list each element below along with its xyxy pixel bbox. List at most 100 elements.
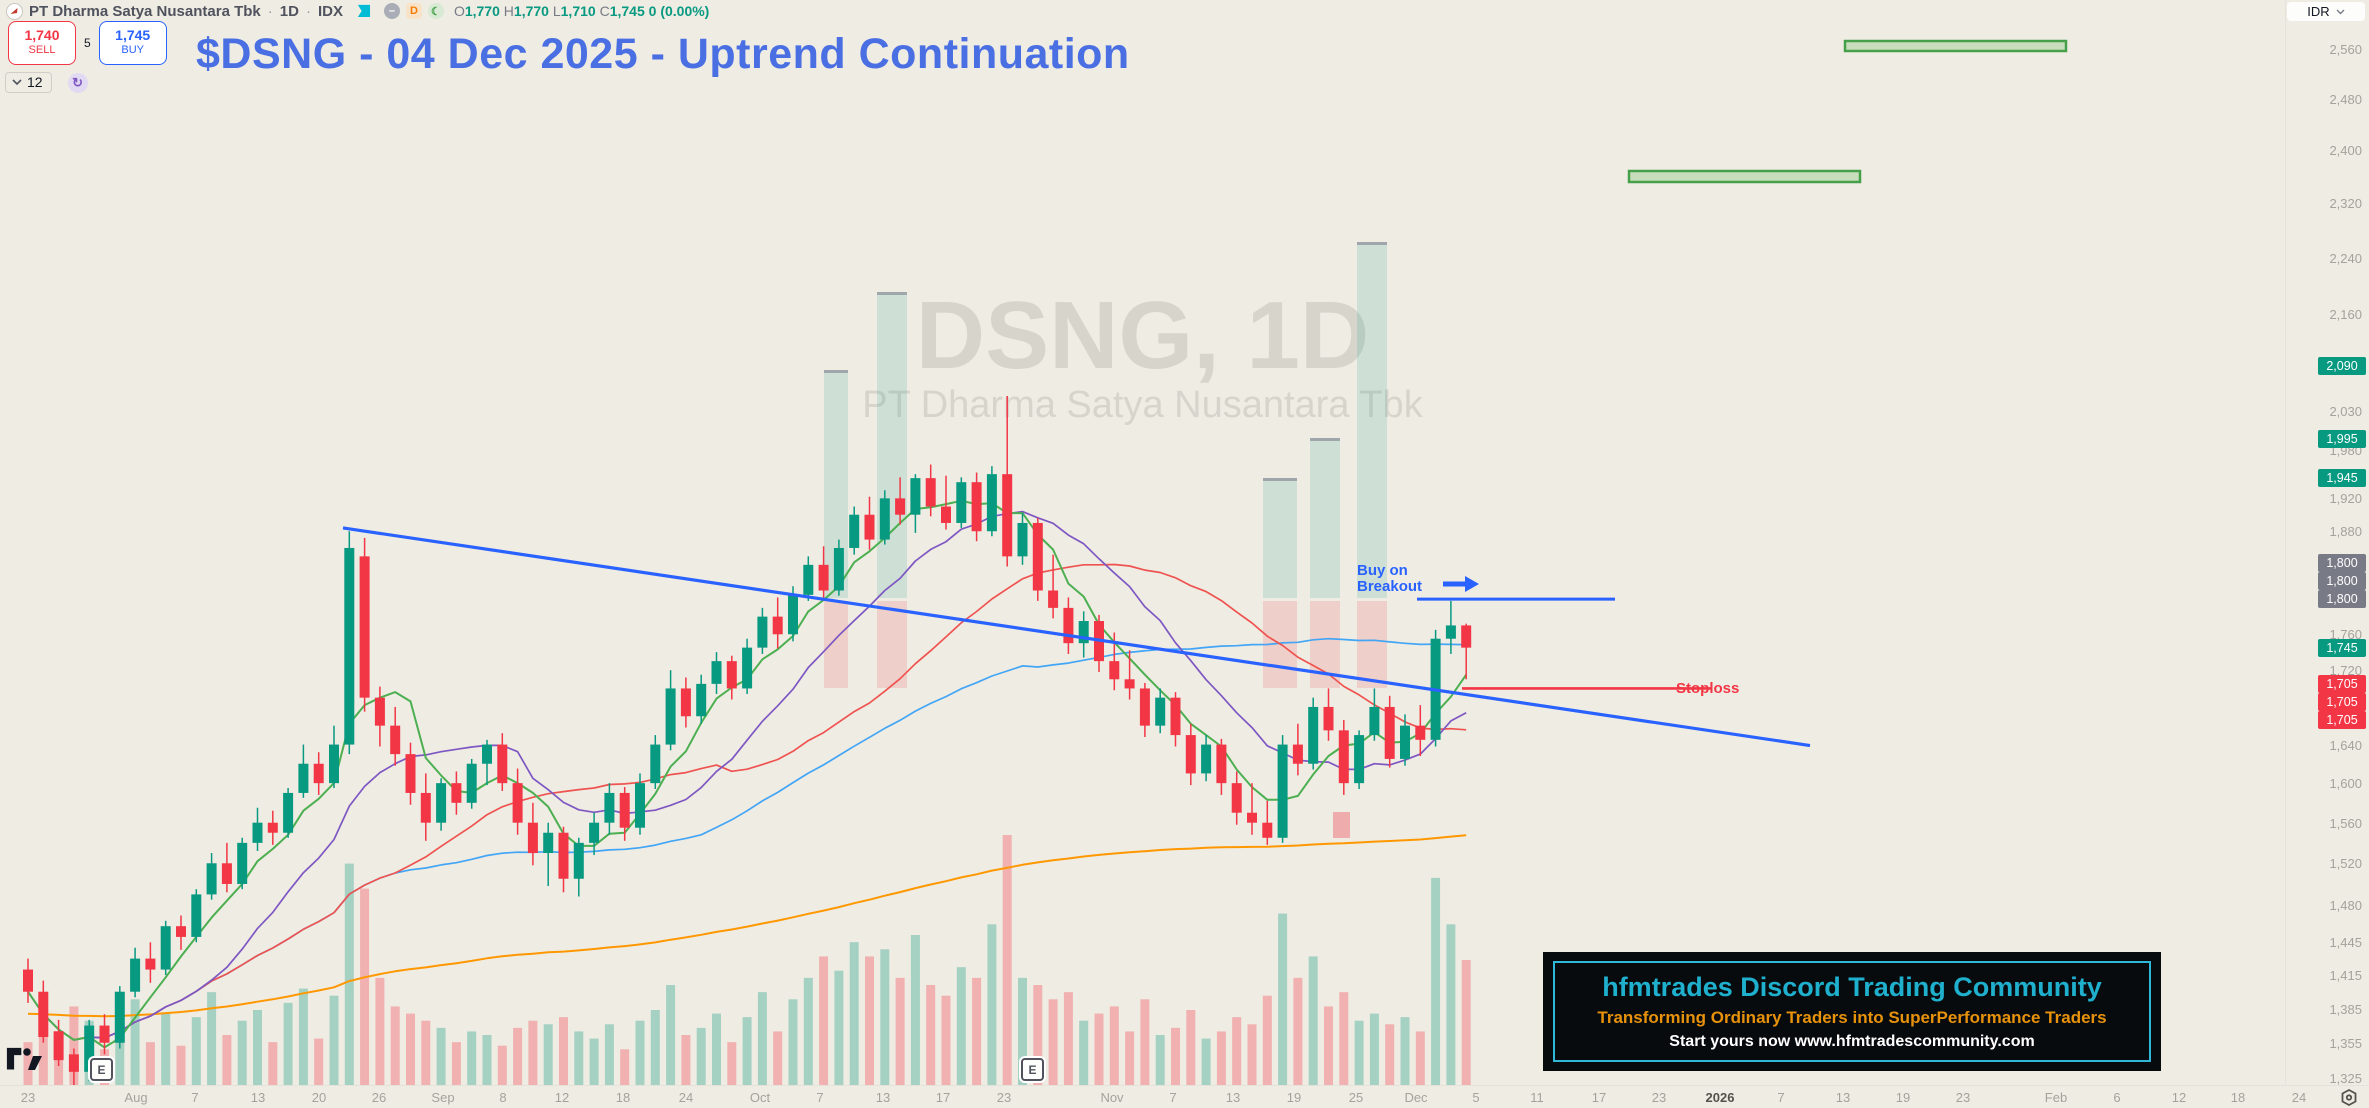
volume-bar: [451, 1042, 461, 1085]
ghost-column-lower: [824, 601, 848, 688]
volume-bar: [910, 935, 920, 1085]
candle-body: [527, 822, 538, 854]
separator: ·: [267, 2, 273, 20]
candle-body: [1017, 522, 1028, 557]
sell-button[interactable]: 1,740 SELL: [8, 21, 76, 65]
descending-trendline[interactable]: [342, 526, 1811, 748]
ghost-column-upper: [1357, 242, 1387, 598]
price-tick-label: 1,415: [2329, 968, 2362, 984]
candle-body: [1292, 744, 1303, 764]
flag-icon[interactable]: [357, 4, 372, 19]
time-tick-label: Nov: [1100, 1090, 1124, 1105]
volume-bar: [268, 1042, 278, 1085]
candle-body: [589, 822, 600, 843]
candle-body: [558, 832, 569, 879]
time-tick-label: 5: [1472, 1090, 1480, 1105]
volume-bar: [681, 1035, 691, 1085]
price-badge: 1,995: [2318, 430, 2366, 448]
volume-bar: [1201, 1038, 1211, 1085]
timeframe-label[interactable]: 1D: [279, 2, 299, 20]
volume-bar: [574, 1031, 584, 1085]
symbol-name[interactable]: PT Dharma Satya Nusantara Tbk: [29, 2, 261, 20]
earnings-marker[interactable]: E: [1021, 1058, 1044, 1081]
buy-on-breakout-label[interactable]: Buy on Breakout: [1357, 563, 1422, 595]
volume-bar: [406, 1013, 415, 1085]
candle-body: [1262, 822, 1273, 838]
volume-bar: [1216, 1031, 1226, 1085]
candle-body: [221, 863, 232, 884]
candle-body: [696, 683, 707, 717]
candle-body: [160, 926, 171, 970]
volume-bar: [1262, 995, 1272, 1085]
buy-label-line2: Breakout: [1357, 578, 1423, 595]
volume-bar: [1155, 1035, 1165, 1085]
time-tick-label: 13: [1835, 1090, 1851, 1105]
daily-d-icon[interactable]: D: [405, 3, 422, 19]
breakout-arrow-icon[interactable]: [1441, 575, 1481, 593]
currency-selector[interactable]: IDR: [2287, 2, 2365, 21]
time-tick-label: 2026: [1705, 1090, 1735, 1105]
candle-body: [818, 564, 829, 591]
volume-bar: [650, 1010, 660, 1085]
candle-body: [191, 894, 202, 937]
volume-bar: [1018, 977, 1027, 1085]
ghost-column-cap: [824, 370, 848, 373]
volume-bar: [344, 863, 354, 1085]
volume-bar: [329, 995, 339, 1085]
candle-body: [1124, 679, 1135, 689]
settings-gear-icon[interactable]: [2339, 1089, 2359, 1107]
time-tick-label: 18: [2230, 1090, 2246, 1105]
sync-refresh-icon[interactable]: ↻: [67, 72, 88, 93]
time-axis[interactable]: 23 Aug 7 13 20 26 Sep 8 12 18 24 Oct 7 13 17 23 Nov 7 13 19…: [0, 1085, 2369, 1108]
candle-body: [1461, 625, 1472, 648]
time-tick-label: 23: [1651, 1090, 1667, 1105]
candle-body: [374, 697, 385, 726]
time-tick-label: 18: [615, 1090, 631, 1105]
earnings-marker[interactable]: E: [90, 1058, 113, 1081]
volume-bar: [1079, 1020, 1089, 1085]
banner-title: hfmtrades Discord Trading Community: [1602, 972, 2102, 1002]
candle-body: [680, 688, 691, 717]
tradingview-logo[interactable]: [6, 1047, 46, 1073]
volume-bar: [482, 1035, 492, 1085]
price-tick-label: 2,160: [2329, 307, 2362, 323]
target-zone-box[interactable]: [1627, 169, 1862, 184]
volume-bar: [1140, 999, 1150, 1085]
candle-body: [650, 744, 661, 784]
stoploss-label[interactable]: Stoploss: [1676, 680, 1740, 697]
interval-dropdown[interactable]: 12: [5, 72, 52, 93]
volume-bar: [161, 1013, 171, 1085]
chart-canvas[interactable]: [0, 0, 2285, 1085]
market-closed-moon-icon[interactable]: ☾: [427, 3, 444, 19]
candle-body: [619, 792, 630, 828]
candle-body: [482, 744, 492, 764]
price-badge: 1,800: [2318, 554, 2366, 572]
candle-body: [252, 822, 263, 843]
time-tick-label: Sep: [431, 1090, 455, 1105]
candle-body: [1170, 697, 1181, 736]
ghost-column-upper: [877, 292, 907, 598]
target-zone-box[interactable]: [1843, 39, 2068, 53]
ghost-column-cap: [877, 292, 907, 295]
volume-bar: [145, 1042, 155, 1085]
company-logo-icon[interactable]: [6, 2, 23, 20]
buy-button[interactable]: 1,745 BUY: [98, 21, 167, 65]
candle-body: [1032, 522, 1043, 591]
candle-body: [466, 763, 477, 803]
price-tick-label: 1,720: [2329, 663, 2362, 679]
candle-body: [635, 783, 645, 828]
volume-bar: [742, 1017, 752, 1085]
candle-body: [1338, 730, 1349, 784]
dash-badge-icon[interactable]: –: [383, 3, 400, 19]
time-tick-label: 7: [1777, 1090, 1785, 1105]
price-tick-label: 1,880: [2329, 524, 2362, 540]
candle-body: [726, 661, 737, 689]
price-badge: 1,945: [2318, 469, 2366, 487]
volume-bar: [513, 1027, 523, 1085]
chart-annotation-title[interactable]: $DSNG - 04 Dec 2025 - Uptrend Continuati…: [196, 30, 1130, 78]
price-axis[interactable]: 2,560 2,480 2,400 2,320 2,240 2,160 2,030 1,980…: [2285, 0, 2369, 1086]
volume-bar: [497, 1045, 507, 1085]
exchange-label[interactable]: IDX: [317, 2, 343, 20]
candle-body: [772, 616, 783, 635]
volume-bar: [176, 1045, 186, 1085]
